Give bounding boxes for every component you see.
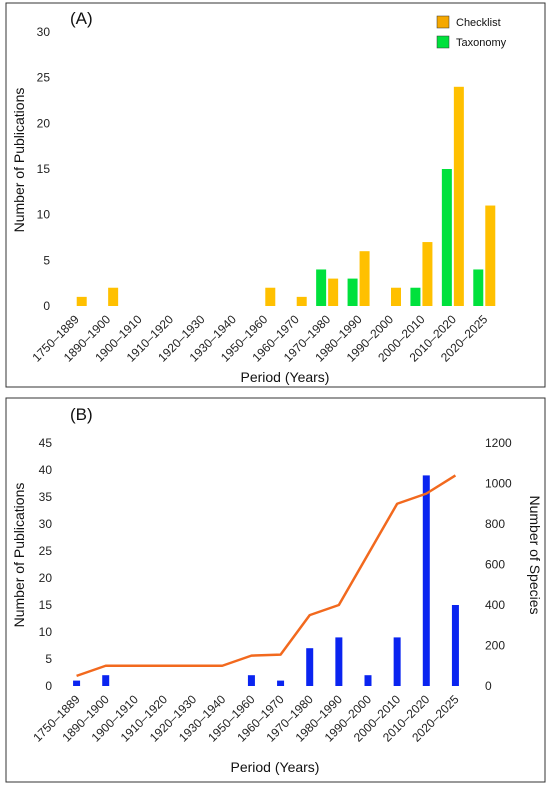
species-line [76,474,457,678]
panel-b-y2-tick-label: 200 [485,639,505,653]
legend-swatch-checklist [436,15,450,29]
bar-taxonomy-2010–2020 [441,169,452,306]
panel-b-y-axis-label: Number of Publications [11,483,27,628]
bar-checklist-1750–1889 [76,296,87,306]
panel-b-y2-ticks: 0 200 400 600 800 1000 1200 [485,436,512,693]
panel-b-y2-tick-label: 600 [485,558,505,572]
panel-b-y-tick-label: 0 [45,679,52,693]
panel-a-y-tick-label: 20 [37,116,51,130]
bar-publications-1890–1900 [102,675,110,686]
panel-a-y-axis-label: Number of Publications [11,88,27,233]
panel-b-y2-tick-label: 800 [485,517,505,531]
bar-checklist-1990–2000 [391,287,401,306]
bar-checklist-2010–2020 [453,86,464,306]
panel-a-x-axis-label: Period (Years) [241,369,330,385]
bar-taxonomy-2020–2025 [473,269,484,306]
panel-a-y-tick-label: 25 [37,71,51,85]
panel-b-y2-tick-label: 1000 [485,477,512,491]
legend-swatch-taxonomy [436,35,450,49]
bar-checklist-2000–2010 [422,242,433,306]
panel-a-y-ticks: 0 5 10 15 20 25 30 [37,25,51,313]
panel-b-bars [73,475,459,686]
panel-b-y-tick-label: 15 [39,598,53,612]
bar-checklist-1970–1980 [328,278,339,306]
panel-a-y-tick-label: 10 [37,208,51,222]
panel-a-label: (A) [70,9,93,28]
bar-taxonomy-1970–1980 [316,269,327,306]
bar-taxonomy-1980–1990 [347,278,358,306]
panel-b-y-tick-label: 40 [39,463,53,477]
panel-b: (B) Number of Publications Number of Spe… [5,397,546,783]
panel-a-legend: Checklist Taxonomy [436,15,507,49]
panel-b-y-tick-label: 45 [39,436,53,450]
legend-label-taxonomy: Taxonomy [456,37,507,49]
panel-a-bars [76,86,496,306]
bar-checklist-1960–1970 [296,296,307,306]
bar-checklist-1890–1900 [108,287,119,306]
panel-b-y-tick-label: 20 [39,571,53,585]
bar-publications-2020–2025 [451,605,459,686]
panel-b-species-line [76,474,457,678]
panel-b-y-tick-label: 35 [39,490,53,504]
panel-a-y-tick-label: 5 [43,253,50,267]
panel-b-y-tick-label: 30 [39,517,53,531]
panel-a-y-tick-label: 15 [37,162,51,176]
panel-a-y-tick-label: 0 [43,299,50,313]
bar-taxonomy-2000–2010 [410,287,421,306]
panel-b-y-tick-label: 10 [39,625,53,639]
bar-publications-1980–1990 [335,637,343,686]
legend-label-checklist: Checklist [456,17,501,29]
panel-b-y-ticks: 0 5 10 15 20 25 30 35 40 45 [39,436,53,693]
bar-publications-2010–2020 [422,475,430,686]
panel-a: (A) Number of Publications Period (Years… [5,2,546,388]
bar-checklist-2020–2025 [485,205,496,306]
bar-checklist-1950–1960 [265,287,276,306]
panel-b-y-tick-label: 5 [45,652,52,666]
panel-b-frame [5,397,546,783]
bar-publications-1750–1889 [73,680,81,686]
panel-b-y2-tick-label: 1200 [485,436,512,450]
bar-publications-1960–1970 [277,680,285,686]
bar-checklist-1980–1990 [359,251,370,306]
bar-publications-1990–2000 [364,675,372,686]
panel-b-label: (B) [70,405,93,424]
bar-publications-1970–1980 [306,648,314,686]
bar-publications-2000–2010 [393,637,401,686]
panel-a-y-tick-label: 30 [37,25,51,39]
panel-b-x-axis-label: Period (Years) [231,759,320,775]
panel-b-y-tick-label: 25 [39,544,53,558]
panel-b-y2-tick-label: 0 [485,679,492,693]
bar-publications-1950–1960 [247,675,255,686]
panel-b-y2-tick-label: 400 [485,598,505,612]
panel-b-y2-axis-label: Number of Species [527,495,543,614]
